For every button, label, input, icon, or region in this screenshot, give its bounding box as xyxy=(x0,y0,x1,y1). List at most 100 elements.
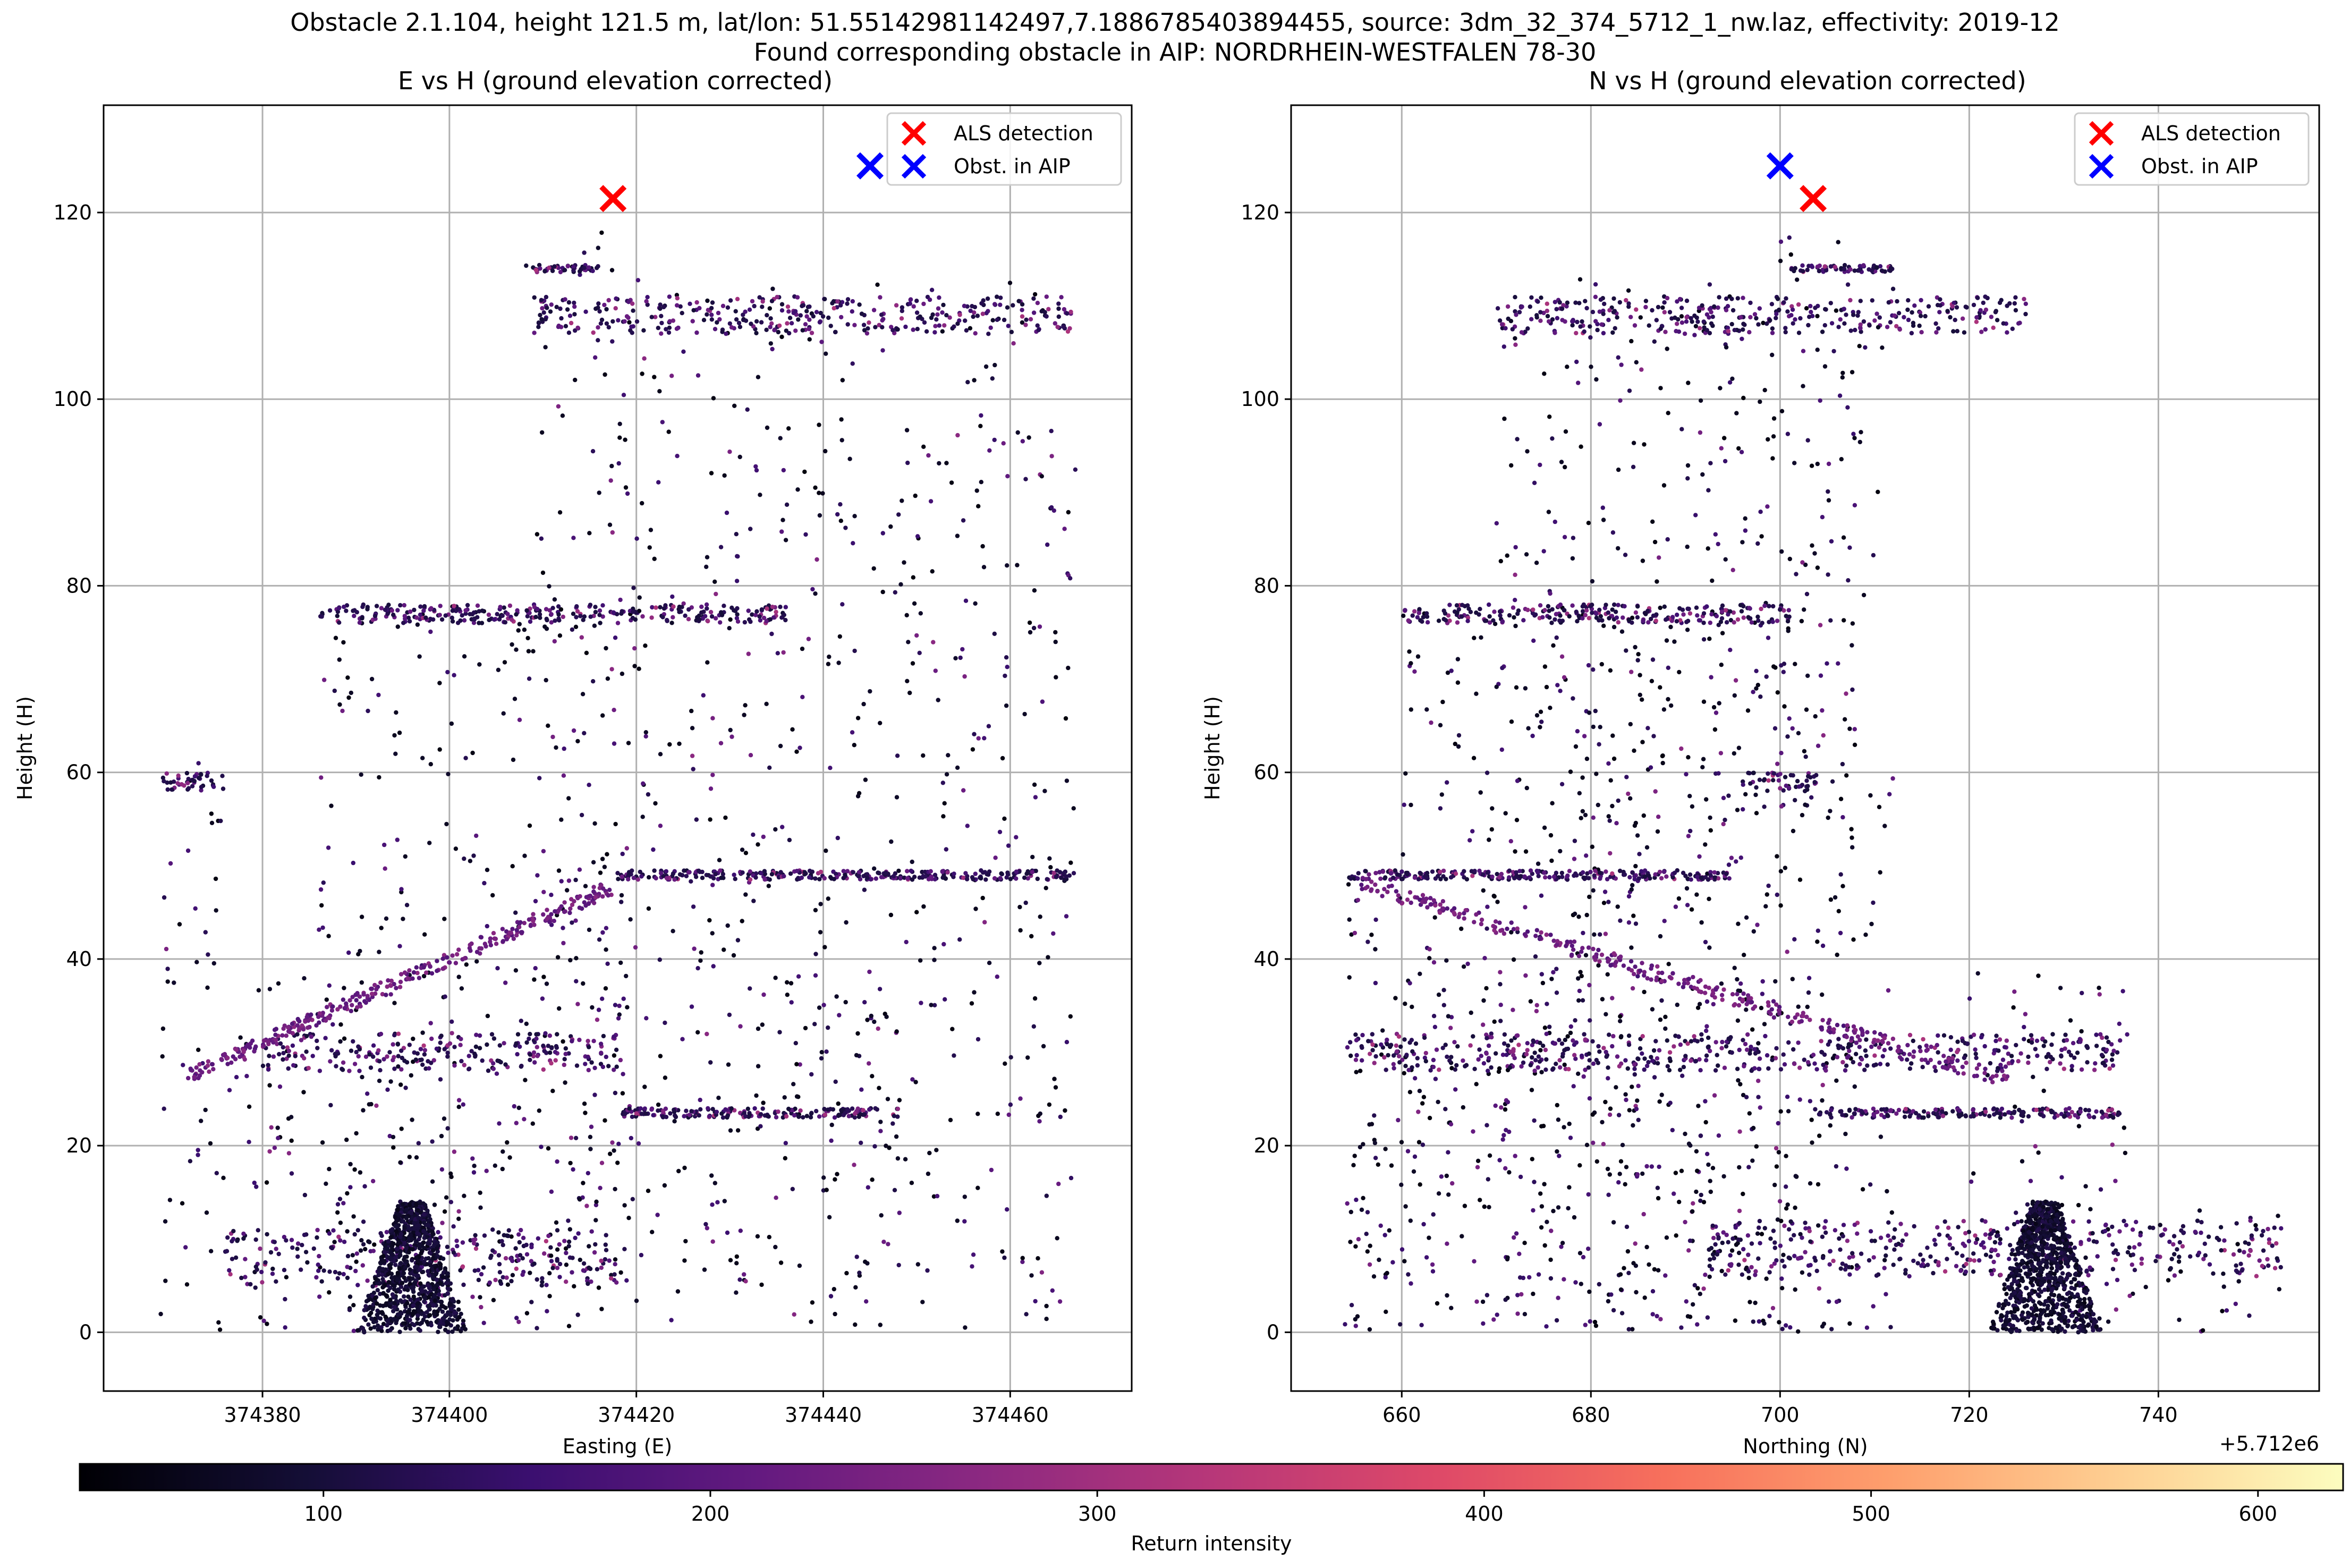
point-cloud-dot xyxy=(1347,975,1352,980)
point-cloud-dot xyxy=(599,1160,605,1165)
point-cloud-dot xyxy=(437,1324,442,1329)
point-cloud-dot xyxy=(780,1115,786,1120)
point-cloud-dot xyxy=(1025,876,1030,881)
point-cloud-dot xyxy=(528,1270,532,1275)
point-cloud-dot xyxy=(1640,558,1645,563)
point-cloud-dot xyxy=(199,785,204,790)
point-cloud-dot xyxy=(556,604,561,609)
point-cloud-dot xyxy=(1042,789,1047,793)
point-cloud-dot xyxy=(1615,904,1620,909)
point-cloud-dot xyxy=(735,606,740,611)
point-cloud-dot xyxy=(453,846,459,851)
point-cloud-dot xyxy=(1641,813,1646,818)
point-cloud-dot xyxy=(377,1268,381,1273)
point-cloud-dot xyxy=(1726,862,1732,867)
point-cloud-dot xyxy=(1421,1095,1427,1099)
point-cloud-dot xyxy=(714,591,718,597)
point-cloud-dot xyxy=(303,1250,309,1255)
point-cloud-dot xyxy=(626,315,631,320)
point-cloud-dot xyxy=(199,1118,203,1123)
point-cloud-dot xyxy=(231,1054,235,1059)
point-cloud-dot xyxy=(571,612,576,616)
point-cloud-dot xyxy=(430,1229,435,1234)
point-cloud-dot xyxy=(448,1307,454,1311)
point-cloud-dot xyxy=(599,230,604,235)
point-cloud-dot xyxy=(979,868,983,873)
point-cloud-dot xyxy=(1842,618,1846,623)
point-cloud-dot xyxy=(393,1215,398,1219)
point-cloud-dot xyxy=(784,1114,789,1119)
point-cloud-dot xyxy=(822,296,827,302)
point-cloud-dot xyxy=(1446,1192,1451,1197)
point-cloud-dot xyxy=(558,269,563,275)
point-cloud-dot xyxy=(399,887,404,892)
point-cloud-dot xyxy=(349,1048,354,1053)
point-cloud-dot xyxy=(390,1292,395,1297)
point-cloud-dot xyxy=(1831,349,1836,354)
point-cloud-dot xyxy=(360,1263,365,1268)
point-cloud-dot xyxy=(1758,694,1763,699)
point-cloud-dot xyxy=(765,606,769,611)
legend-label-obst-in-aip: Obst. in AIP xyxy=(954,155,1071,178)
point-cloud-dot xyxy=(904,613,909,618)
point-cloud-dot xyxy=(427,1066,431,1071)
point-cloud-dot xyxy=(269,1125,274,1130)
point-cloud-dot xyxy=(910,859,914,864)
point-cloud-dot xyxy=(753,613,758,617)
point-cloud-dot xyxy=(623,485,629,490)
point-cloud-dot xyxy=(976,504,981,508)
point-cloud-dot xyxy=(1847,1321,1852,1326)
point-cloud-dot xyxy=(1538,709,1543,714)
point-cloud-dot xyxy=(758,1112,763,1117)
point-cloud-dot xyxy=(727,626,732,631)
point-cloud-dot xyxy=(586,1055,590,1060)
point-cloud-dot xyxy=(367,1052,372,1057)
point-cloud-dot xyxy=(1481,998,1486,1003)
point-cloud-dot xyxy=(420,756,425,760)
point-cloud-dot xyxy=(389,608,394,613)
point-cloud-dot xyxy=(972,378,977,383)
point-cloud-dot xyxy=(975,1185,980,1190)
point-cloud-dot xyxy=(535,607,540,612)
point-cloud-dot xyxy=(341,1060,346,1065)
point-cloud-dot xyxy=(793,1106,798,1111)
point-cloud-dot xyxy=(626,741,631,745)
point-cloud-dot xyxy=(1829,1327,1834,1332)
point-cloud-dot xyxy=(1064,914,1069,919)
point-cloud-dot xyxy=(390,1252,395,1257)
point-cloud-dot xyxy=(621,996,626,1001)
point-cloud-dot xyxy=(1359,1207,1364,1212)
point-cloud-dot xyxy=(794,1062,799,1067)
point-cloud-dot xyxy=(524,1242,529,1248)
point-cloud-dot xyxy=(1618,1287,1624,1292)
point-cloud-dot xyxy=(557,1275,562,1279)
point-cloud-dot xyxy=(926,453,931,458)
point-cloud-dot xyxy=(817,320,822,325)
point-cloud-dot xyxy=(1003,1061,1007,1066)
point-cloud-dot xyxy=(291,1063,296,1068)
point-cloud-dot xyxy=(196,1047,201,1053)
point-cloud-dot xyxy=(415,1313,420,1318)
point-cloud-dot xyxy=(550,1089,555,1094)
point-cloud-dot xyxy=(230,1257,235,1261)
point-cloud-dot xyxy=(1004,655,1009,660)
point-cloud-dot xyxy=(737,454,742,460)
point-cloud-dot xyxy=(1632,748,1636,753)
point-cloud-dot xyxy=(1589,365,1593,369)
point-cloud-dot xyxy=(1419,1323,1424,1327)
point-cloud-dot xyxy=(1616,798,1621,803)
point-cloud-dot xyxy=(660,1114,665,1119)
point-cloud-dot xyxy=(728,1128,733,1133)
point-cloud-dot xyxy=(1614,1085,1618,1090)
point-cloud-dot xyxy=(1050,1288,1055,1293)
point-cloud-dot xyxy=(342,604,346,609)
point-cloud-dot xyxy=(630,615,635,621)
point-cloud-dot xyxy=(566,1218,571,1223)
point-cloud-dot xyxy=(734,317,739,322)
plot-e-vs-h: E vs H (ground elevation corrected) 3743… xyxy=(13,66,1133,1458)
point-cloud-dot xyxy=(1498,558,1503,564)
point-cloud-dot xyxy=(760,299,765,304)
point-cloud-dot xyxy=(895,1156,901,1161)
point-cloud-dot xyxy=(211,961,216,966)
point-cloud-dot xyxy=(571,265,576,269)
